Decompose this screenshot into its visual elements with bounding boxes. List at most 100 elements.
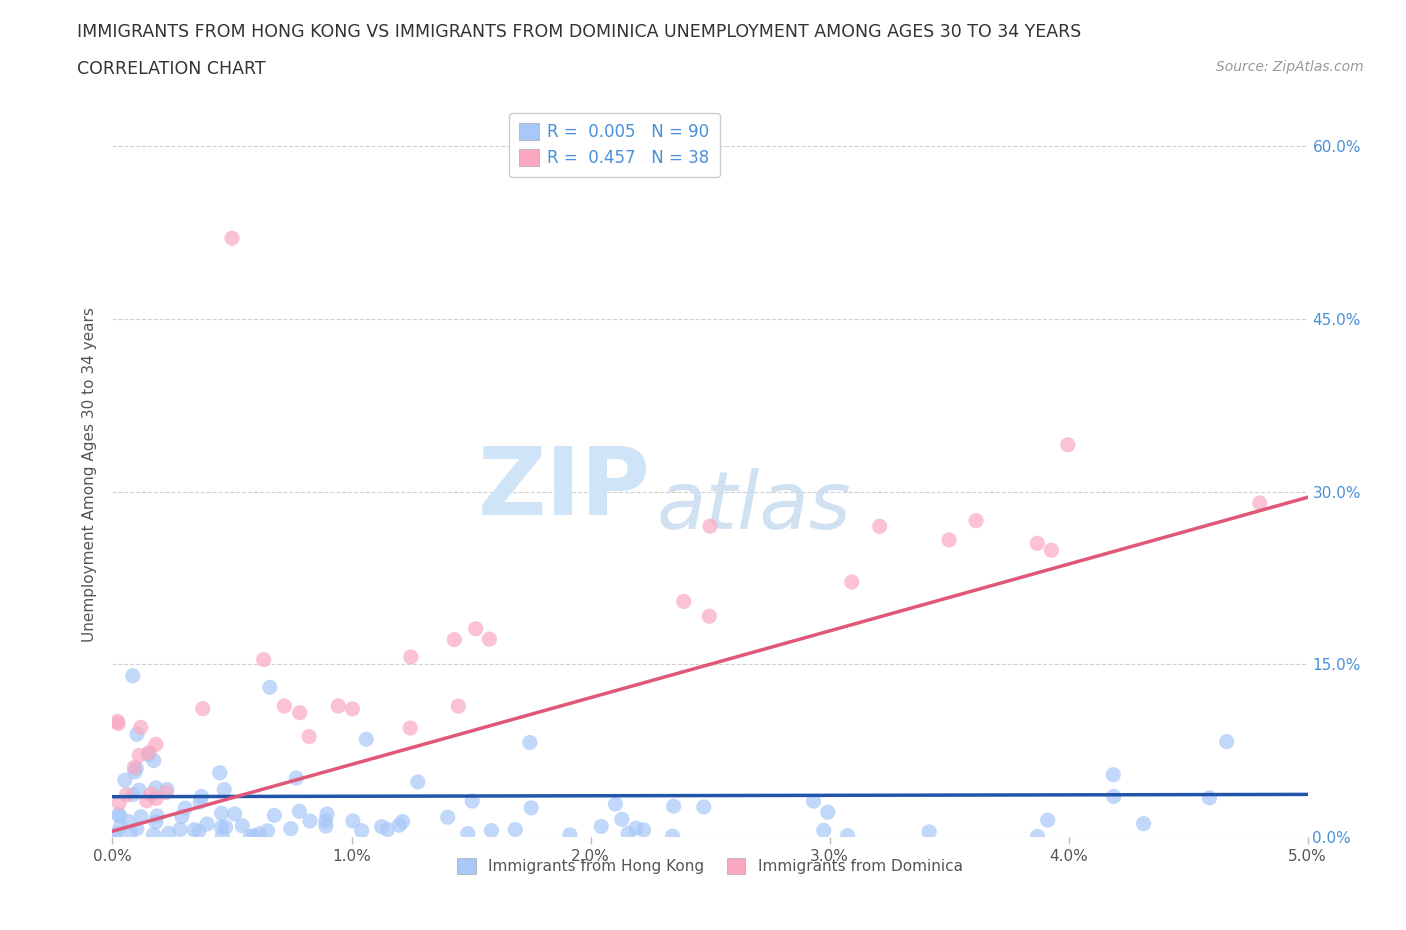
Point <box>191 701 214 716</box>
Point <box>273 698 295 713</box>
Point <box>869 519 891 534</box>
Point <box>399 721 422 736</box>
Point <box>342 814 364 829</box>
Point <box>1132 817 1154 831</box>
Point <box>965 513 987 528</box>
Point <box>399 649 422 664</box>
Point <box>107 716 129 731</box>
Point <box>661 829 683 844</box>
Point <box>610 812 633 827</box>
Point <box>519 735 541 750</box>
Point <box>505 822 527 837</box>
Point <box>157 826 180 841</box>
Point <box>377 822 399 837</box>
Point <box>1215 734 1237 749</box>
Point <box>1026 536 1049 551</box>
Point <box>263 808 285 823</box>
Point <box>187 824 209 839</box>
Point <box>1026 829 1049 844</box>
Point <box>107 807 129 822</box>
Point <box>841 575 863 590</box>
Point <box>315 818 337 833</box>
Point <box>633 822 655 837</box>
Point <box>183 822 205 837</box>
Point <box>145 791 167 806</box>
Point <box>114 773 136 788</box>
Point <box>125 761 148 776</box>
Point <box>918 825 941 840</box>
Point <box>105 826 128 841</box>
Point <box>211 805 233 820</box>
Point <box>125 821 148 836</box>
Point <box>124 760 146 775</box>
Point <box>478 631 501 646</box>
Text: CORRELATION CHART: CORRELATION CHART <box>77 60 266 78</box>
Point <box>138 745 160 760</box>
Point <box>136 747 159 762</box>
Point <box>315 814 337 829</box>
Point <box>1040 543 1063 558</box>
Text: ZIP: ZIP <box>478 443 651 535</box>
Point <box>195 817 218 831</box>
Point <box>457 826 479 841</box>
Point <box>208 765 231 780</box>
Point <box>591 819 613 834</box>
Point <box>280 821 302 836</box>
Point <box>693 800 716 815</box>
Point <box>605 796 627 811</box>
Point <box>316 806 339 821</box>
Point <box>298 729 321 744</box>
Point <box>121 787 143 802</box>
Point <box>129 809 152 824</box>
Point <box>117 814 139 829</box>
Point <box>135 793 157 808</box>
Point <box>558 828 581 843</box>
Point <box>259 680 281 695</box>
Point <box>288 804 311 818</box>
Point <box>443 632 465 647</box>
Point <box>209 820 232 835</box>
Point <box>938 533 960 548</box>
Point <box>436 810 458 825</box>
Point <box>129 720 152 735</box>
Point <box>388 817 411 832</box>
Point <box>155 785 177 800</box>
Point <box>108 795 131 810</box>
Point <box>169 822 191 837</box>
Point <box>128 748 150 763</box>
Point <box>350 823 373 838</box>
Point <box>1102 767 1125 782</box>
Point <box>464 621 486 636</box>
Point <box>139 787 162 802</box>
Y-axis label: Unemployment Among Ages 30 to 34 years: Unemployment Among Ages 30 to 34 years <box>82 307 97 642</box>
Point <box>170 809 193 824</box>
Point <box>124 764 146 779</box>
Point <box>803 794 825 809</box>
Point <box>142 753 165 768</box>
Point <box>211 829 233 844</box>
Text: atlas: atlas <box>657 468 851 546</box>
Point <box>231 818 253 833</box>
Text: IMMIGRANTS FROM HONG KONG VS IMMIGRANTS FROM DOMINICA UNEMPLOYMENT AMONG AGES 30: IMMIGRANTS FROM HONG KONG VS IMMIGRANTS … <box>77 23 1081 41</box>
Point <box>249 826 271 841</box>
Point <box>391 814 413 829</box>
Point <box>221 231 243 246</box>
Point <box>837 828 859 843</box>
Point <box>288 705 311 720</box>
Point <box>108 808 131 823</box>
Point <box>1036 813 1059 828</box>
Text: Source: ZipAtlas.com: Source: ZipAtlas.com <box>1216 60 1364 74</box>
Point <box>328 698 350 713</box>
Point <box>461 793 484 808</box>
Point <box>672 594 695 609</box>
Point <box>105 714 128 729</box>
Point <box>1102 789 1125 804</box>
Point <box>699 609 721 624</box>
Point <box>146 808 169 823</box>
Point <box>156 782 179 797</box>
Legend: Immigrants from Hong Kong, Immigrants from Dominica: Immigrants from Hong Kong, Immigrants fr… <box>451 852 969 880</box>
Point <box>285 771 308 786</box>
Point <box>1056 437 1078 452</box>
Point <box>145 780 167 795</box>
Point <box>190 789 212 804</box>
